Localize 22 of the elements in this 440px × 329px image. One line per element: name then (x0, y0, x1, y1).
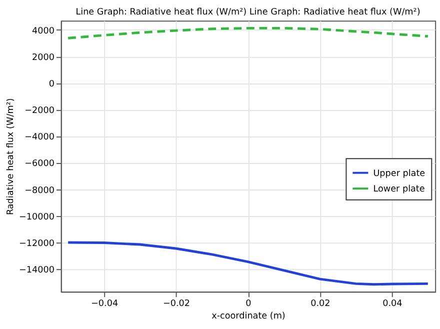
x-axis-title: x-coordinate (m) (212, 312, 286, 322)
line-series (66, 241, 430, 286)
y-tick-label: −12000 (19, 238, 55, 249)
y-axis-title: Radiative heat flux (W/m²) (6, 98, 16, 216)
y-tick-label: −8000 (24, 186, 55, 196)
y-tick-label: −10000 (19, 212, 55, 222)
y-tick-label: −2000 (24, 106, 55, 116)
legend-label: Upper plate (373, 168, 426, 179)
x-tick-label: −0.02 (162, 298, 190, 309)
x-tick-label: 0 (246, 298, 252, 309)
legend-label: Lower plate (373, 184, 425, 194)
y-tick-label: 4000 (32, 26, 55, 36)
line-series (66, 26, 430, 40)
y-tick-label: −4000 (24, 132, 55, 143)
y-tick-label: −6000 (24, 159, 55, 170)
y-tick-label: 2000 (32, 52, 55, 63)
x-tick-label: 0.04 (382, 298, 403, 309)
x-tick-label: 0.02 (310, 298, 330, 309)
chart-title: Line Graph: Radiative heat flux (W/m²) Line Graph: Radiative heat flux (W/m²) (76, 8, 420, 18)
y-tick-label: 0 (48, 79, 55, 90)
y-tick-label: −14000 (19, 266, 55, 276)
x-tick-label: −0.04 (91, 298, 118, 309)
